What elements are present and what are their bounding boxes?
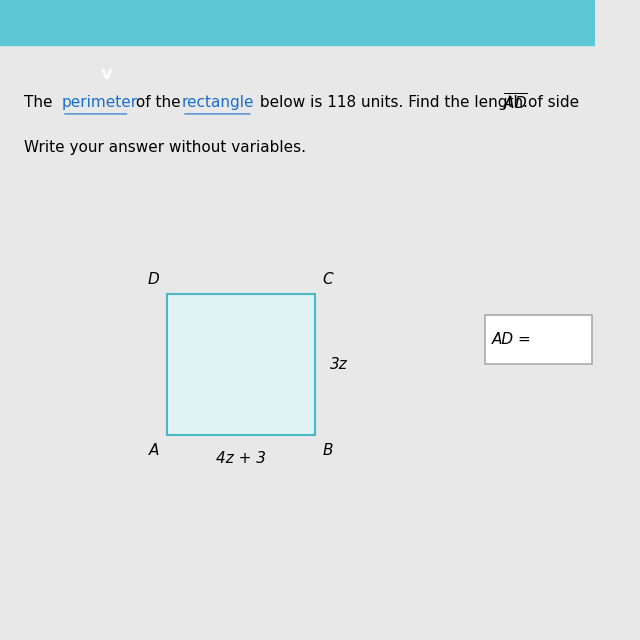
Bar [166,294,315,435]
Text: perimeter: perimeter [62,95,138,110]
Text: Write your answer without variables.: Write your answer without variables. [24,140,306,155]
Bar [0,0,595,45]
Text: 4z + 3: 4z + 3 [216,451,266,466]
Text: A: A [149,443,159,458]
Text: The: The [24,95,57,110]
Text: AD =: AD = [492,332,531,347]
Text: below is 118 units. Find the length of side: below is 118 units. Find the length of s… [255,95,584,110]
Text: of the: of the [131,95,186,110]
Text: D: D [148,272,159,287]
FancyBboxPatch shape [484,315,592,364]
Text: C: C [323,272,333,287]
Text: .: . [522,95,527,110]
Text: v: v [101,65,113,83]
Text: rectangle: rectangle [182,95,255,110]
Text: $\overline{AD}$: $\overline{AD}$ [502,92,527,113]
Text: 3z: 3z [330,357,348,372]
Text: B: B [323,443,333,458]
